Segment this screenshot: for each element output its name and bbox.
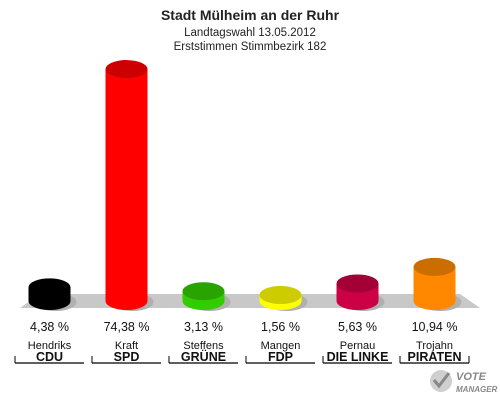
candidate-label: Kraft [115,340,138,352]
party-label: PIRATEN [408,350,462,364]
bar-piraten [413,257,462,311]
bar-top [336,274,379,293]
value-label: 5,63 % [338,320,377,334]
party-label: GRÜNE [181,349,226,364]
bar-body [105,69,148,311]
vote-manager-logo: VOTE MANAGER [430,370,498,394]
value-label: 74,38 % [104,320,150,334]
value-label: 3,13 % [184,320,223,334]
candidate-label: Hendriks [28,340,72,352]
value-label: 4,38 % [30,320,69,334]
candidate-label: Steffens [183,340,224,352]
chart-subtitle-2: Erststimmen Stimmbezirk 182 [174,41,327,53]
floor-plane [20,294,480,308]
bar-fdp [259,286,308,311]
value-label: 10,94 % [412,320,458,334]
candidate-label: Pernau [340,340,375,352]
bar-spd [105,60,154,311]
value-label: 1,56 % [261,320,300,334]
logo-text-vote: VOTE [456,371,487,383]
bar-top [28,278,71,297]
bar-top [182,282,225,301]
bar-top [259,286,302,304]
party-label: SPD [114,350,140,364]
bar-group [28,60,462,311]
bar-cdu [28,278,77,311]
bar-grüne [182,282,231,311]
bar-top [413,257,456,276]
chart-subtitle: Landtagswahl 13.05.2012 [184,27,316,39]
logo-text-manager: MANAGER [456,385,498,394]
bar-die-linke [336,274,385,311]
party-label: FDP [268,350,293,364]
bar-body [413,266,456,311]
party-label: DIE LINKE [327,350,389,364]
bar-top [105,60,148,79]
logo-check-icon [432,372,451,389]
party-label: CDU [36,350,63,364]
candidate-label: Mangen [261,340,301,352]
candidate-label: Trojahn [416,340,453,352]
chart-title: Stadt Mülheim an der Ruhr [161,7,340,23]
